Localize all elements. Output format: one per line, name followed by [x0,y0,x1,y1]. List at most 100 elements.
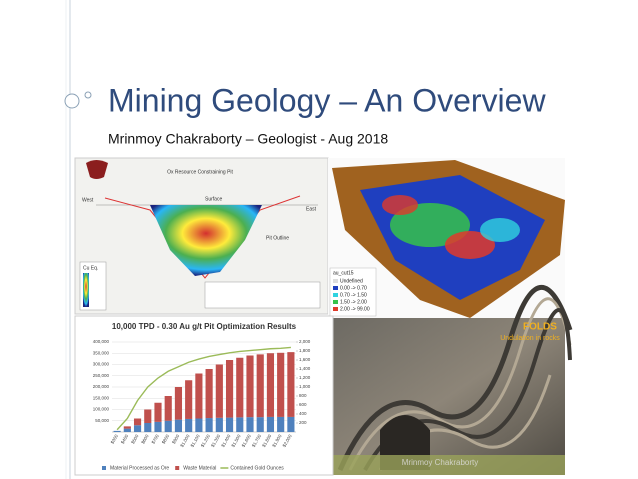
cs-label: West [82,197,94,203]
y2-tick-label: 800 [299,393,307,398]
bar-segment [246,355,254,418]
bar-segment [277,416,285,432]
y-tick-label: 400,000 [93,339,110,344]
bar-segment [133,418,142,426]
bar-segment [123,426,131,429]
bar-segment [205,418,213,432]
y2-tick-label: 1,200 [299,375,311,380]
bar-segment [195,373,203,419]
bar-segment [195,418,203,432]
cs-legend-title: Cu Eq. [83,265,98,271]
y2-tick-label: 400 [299,411,307,416]
cross-section: Ox Resource Constraining Pit West Surfac… [74,157,329,315]
bar-segment [287,416,295,432]
y-tick-label: 350,000 [93,350,110,355]
bar-segment [215,417,223,432]
legend-label: Contained Gold Ounces [230,465,284,471]
x-tick-label: $1,000 [179,433,190,448]
line-series [116,346,291,431]
bar-segment [256,417,264,432]
y-tick-label: 100,000 [93,407,110,412]
x-tick-label: $1,700 [251,433,262,448]
photo-caption: Undulation in rocks [500,335,560,342]
bar-segment [266,353,275,417]
x-tick-label: $900 [171,433,181,445]
y2-tick-label: 200 [299,420,307,425]
photo-title: FOLDS [523,322,557,333]
bar-segment [225,360,234,418]
bar-segment [225,417,234,432]
decor-circle [84,91,92,99]
x-tick-label: $800 [161,433,171,445]
folds-photo: FOLDS Undulation in rocks Mrinmoy Chakra… [333,284,573,475]
y2-tick-label: 1,000 [299,384,311,389]
bar-segment [123,428,131,432]
block-model: au_cut15 Undefined 0.00 -> 0.70 0.70 -> … [328,158,565,318]
bar-segment [185,380,193,419]
x-tick-label: $2,000 [282,433,293,448]
bm-legend-item: 2.00 -> 99.00 [340,306,370,312]
bar-segment [266,416,275,432]
y-tick-label: 150,000 [93,395,110,400]
x-tick-label: $1,100 [190,433,201,448]
bar-segment [164,420,172,432]
legend-swatch [102,466,106,470]
footer: Mrinmoy Chakraborty [402,458,478,467]
cs-label: East [306,206,317,212]
bm-legend-item: 0.70 -> 1.50 [340,292,367,298]
bar-segment [174,419,183,432]
x-tick-label: $1,400 [220,433,231,448]
y-tick-label: 300,000 [93,362,110,367]
bar-segment [236,417,244,432]
slide-subtitle: Mrinmoy Chakraborty – Geologist - Aug 20… [108,131,388,147]
bm-legend-item: 1.50 -> 2.00 [340,299,367,305]
x-tick-label: $600 [140,433,150,445]
x-tick-label: $400 [120,433,130,445]
x-tick-label: $700 [151,433,161,445]
y2-tick-label: 1,400 [299,366,311,371]
y-tick-label: 50,000 [95,418,109,423]
bm-legend-title: au_cut15 [333,270,354,276]
y2-tick-label: 1,600 [299,357,311,362]
x-tick-label: $1,300 [210,433,221,448]
legend-label: Waste Material [183,465,216,471]
chart: 10,000 TPD - 0.30 Au g/t Pit Optimizatio… [74,315,334,476]
bar-segment [133,425,142,432]
legend-swatch [175,466,180,470]
chart-title: 10,000 TPD - 0.30 Au g/t Pit Optimizatio… [112,322,297,331]
bar-segment [215,364,223,418]
y2-tick-label: 1,800 [299,348,311,353]
x-tick-label: $1,500 [230,433,241,448]
bar-segment [144,423,152,432]
bar-segment [174,387,183,420]
y2-tick-label: 600 [299,402,307,407]
x-tick-label: $300 [110,433,120,445]
bar-segment [144,409,152,423]
slide-title: Mining Geology – An Overview [108,82,546,118]
y2-tick-label: 2,000 [299,339,311,344]
cs-label: Pit Outline [266,235,289,241]
bar-segment [205,369,213,419]
x-tick-label: $1,900 [271,433,282,448]
bar-segment [287,352,295,417]
x-tick-label: $1,200 [200,433,211,448]
bar-segment [277,352,285,417]
bar-segment [236,357,244,418]
decor-circle [64,93,80,109]
bar-segment [113,430,121,432]
bm-legend-item: Undefined [340,278,363,284]
x-tick-label: $1,600 [241,433,252,448]
bar-segment [256,354,264,418]
bar-segment [164,396,172,421]
x-tick-label: $1,800 [261,433,272,448]
bar-segment [185,418,193,432]
bar-segment [154,402,162,422]
cs-label: Surface [205,196,222,202]
cs-title: Ox Resource Constraining Pit [167,169,233,175]
bm-legend-item: 0.00 -> 0.70 [340,285,367,291]
x-tick-label: $500 [130,433,140,445]
y-tick-label: 200,000 [93,384,110,389]
y-tick-label: 250,000 [93,373,110,378]
bar-segment [154,421,162,432]
